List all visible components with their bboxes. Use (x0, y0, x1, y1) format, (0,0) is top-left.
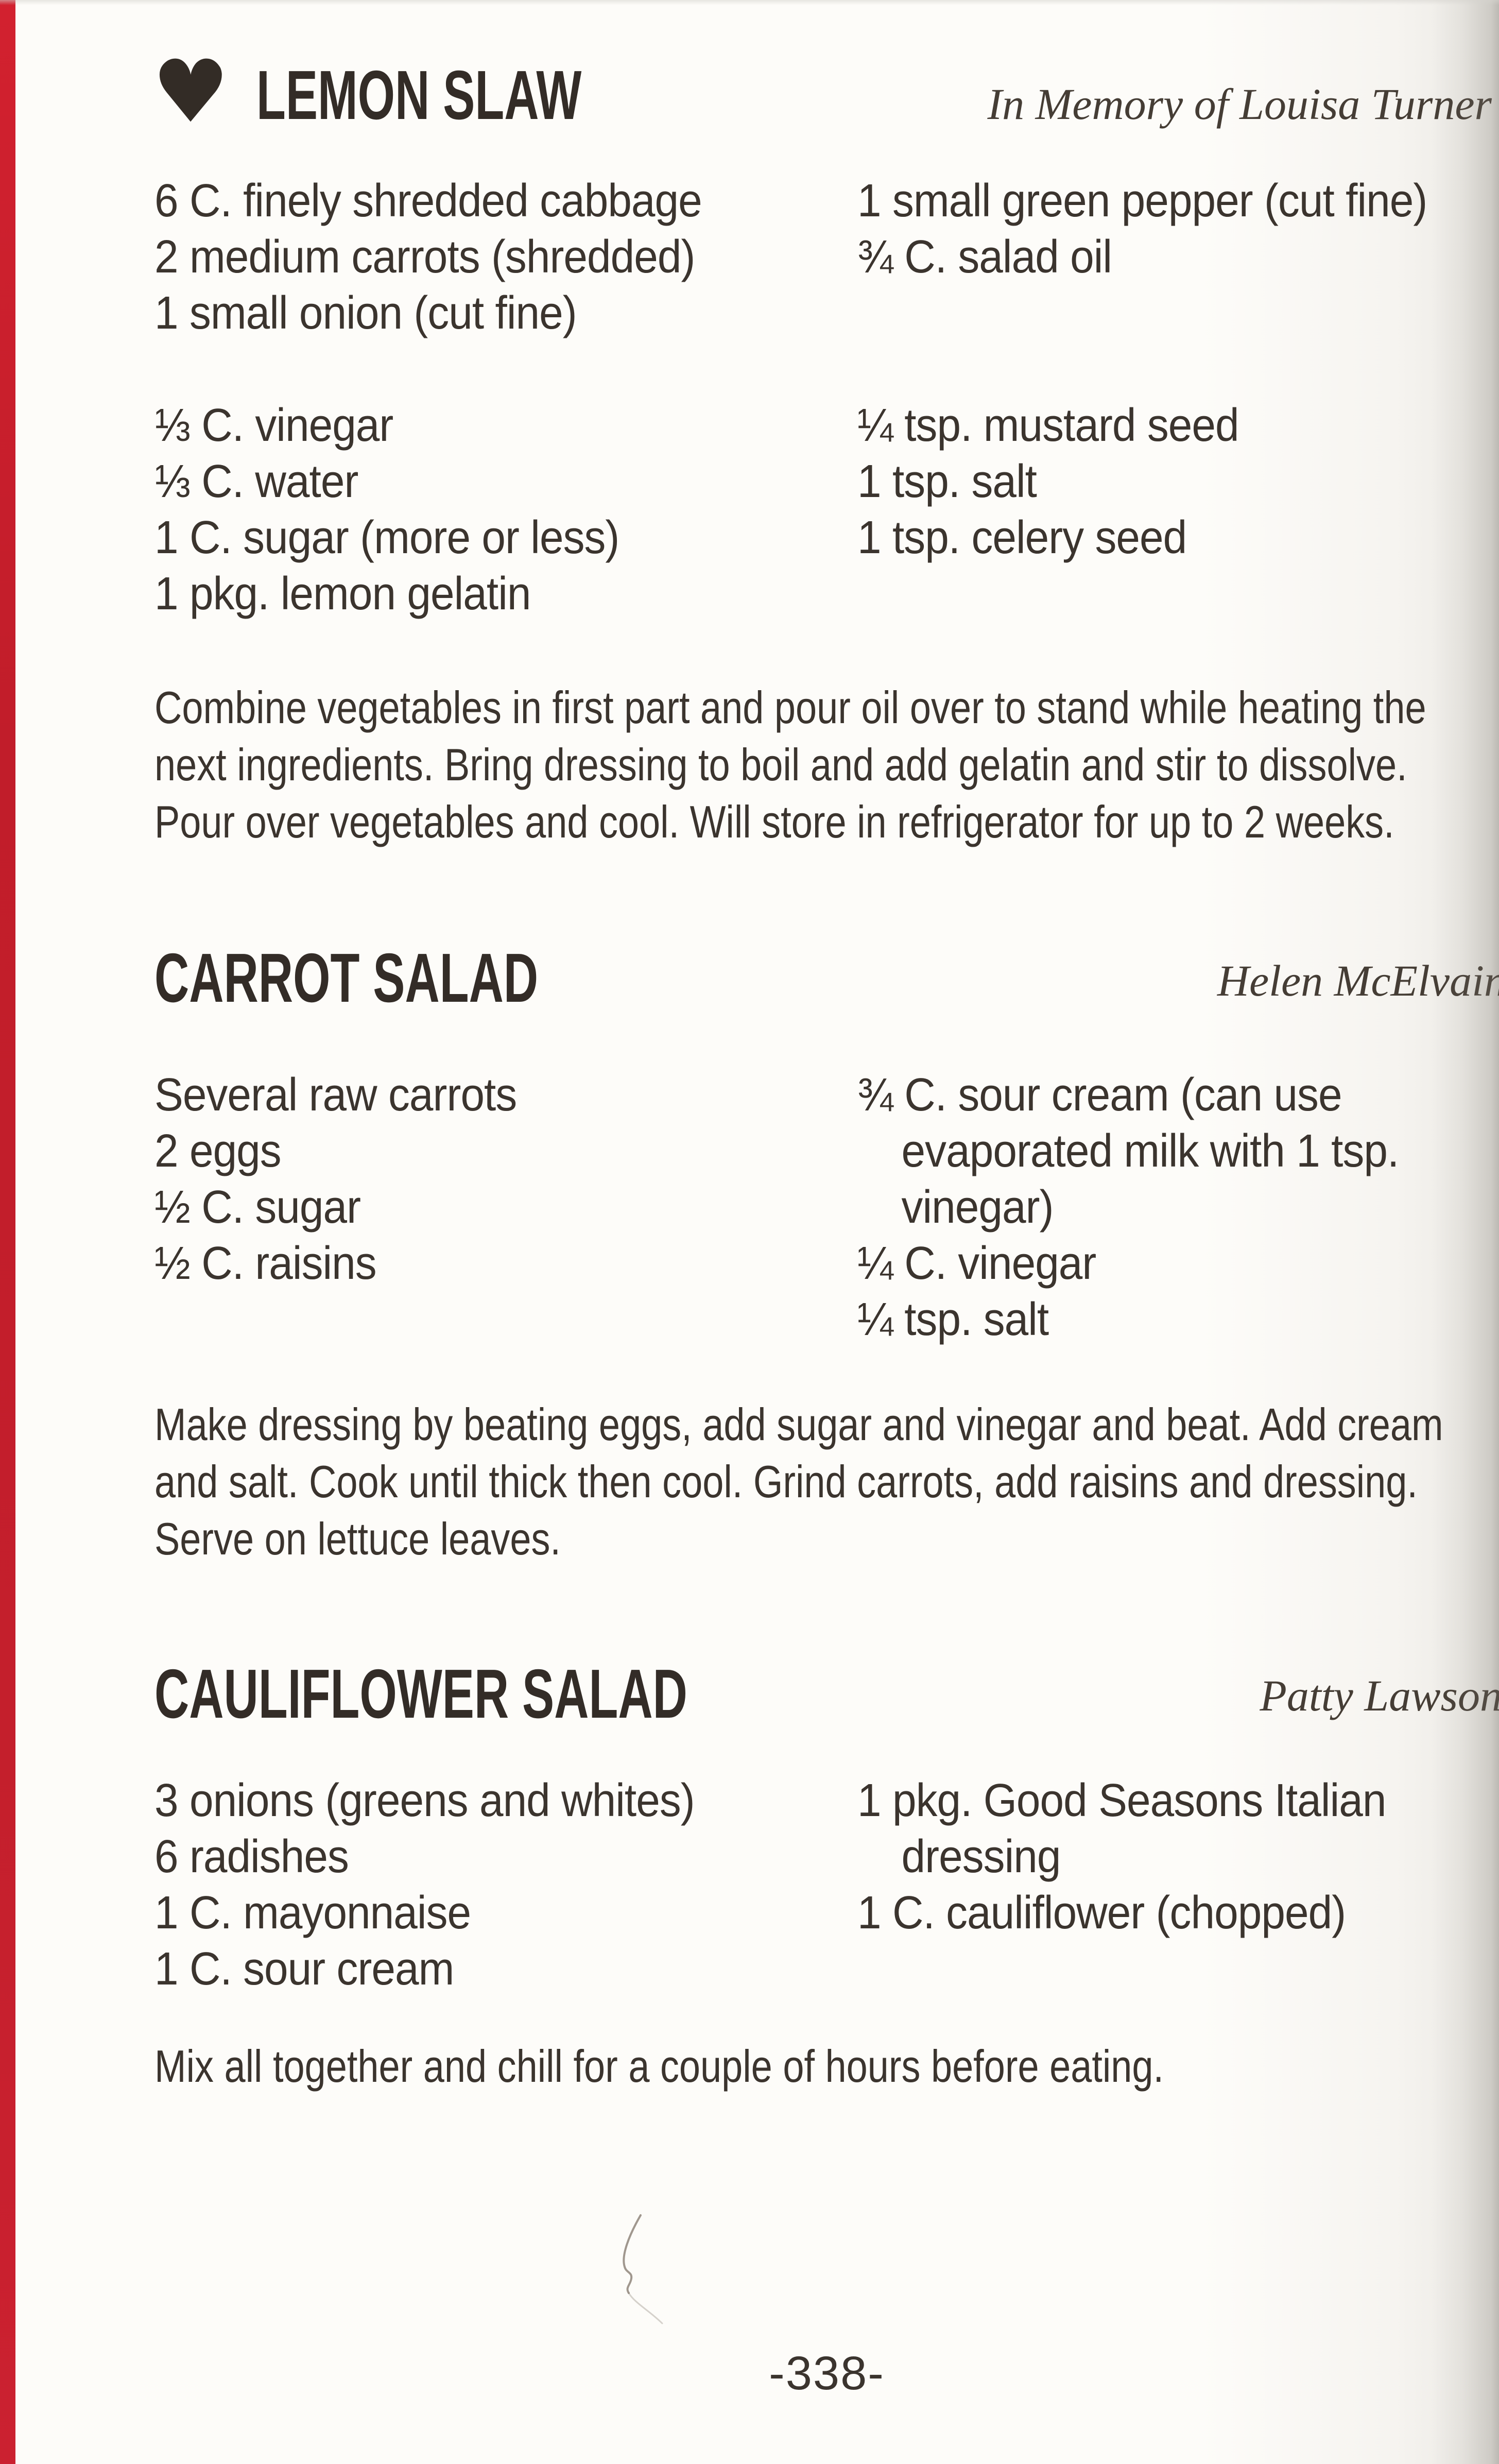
pen-squiggle-mark (623, 2214, 663, 2324)
instructions-cauliflower-salad: Mix all together and chill for a couple … (154, 2038, 1164, 2095)
ingredient-line: 6 C. finely shredded cabbage (154, 175, 702, 227)
ingredient-line: Several raw carrots (154, 1069, 517, 1121)
ingredient-line: 1 C. sour cream (154, 1943, 454, 1995)
ingredient-column-left: 3 onions (greens and whites) 6 radishes 1 … (154, 1773, 695, 1997)
red-edge-stripe (0, 0, 15, 2464)
instruction-line: Mix all together and chill for a couple … (154, 2041, 1164, 2092)
ingredient-column-right: ¼ tsp. mustard seed 1 tsp. salt 1 tsp. cel… (857, 398, 1239, 566)
instructions-lemon-slaw: Combine vegetables in first part and pou… (154, 679, 1426, 850)
page-edge-shadow (1432, 0, 1499, 2464)
instruction-line: Pour over vegetables and cool. Will stor… (154, 796, 1394, 847)
ingredient-line: ½ C. raisins (154, 1238, 377, 1289)
ingredient-column-left: Several raw carrots 2 eggs ½ C. sugar ½ C. … (154, 1067, 517, 1292)
recipe-header-cauliflower-salad: CAULIFLOWER SALAD (154, 1655, 927, 1733)
ingredient-line: evaporated milk with 1 tsp. (901, 1125, 1400, 1177)
ingredient-line: ⅓ C. vinegar (154, 400, 393, 451)
ingredient-line: ¼ tsp. salt (857, 1294, 1049, 1345)
ingredient-line: vinegar) (901, 1182, 1054, 1233)
ingredient-line: 1 tsp. celery seed (857, 512, 1187, 563)
ingredient-line: 6 radishes (154, 1831, 349, 1883)
ingredient-line: 1 pkg. Good Seasons Italian (857, 1775, 1386, 1826)
ingredient-column-right: ¾ C. sour cream (can use evaporated milk … (857, 1067, 1399, 1348)
instruction-line: Combine vegetables in first part and pou… (154, 682, 1426, 733)
ingredient-line: 1 tsp. salt (857, 456, 1037, 507)
heart-icon: ♥ (152, 41, 230, 142)
ingredient-column-right: 1 pkg. Good Seasons Italian dressing 1 C. … (857, 1773, 1386, 1941)
ingredient-column-right: 1 small green pepper (cut fine) ¾ C. sala… (857, 173, 1427, 285)
ingredient-line: 1 small onion (cut fine) (154, 287, 577, 339)
ingredient-line: 3 onions (greens and whites) (154, 1775, 695, 1826)
ingredient-line: ¾ C. salad oil (857, 231, 1112, 283)
ingredient-line: ¾ C. sour cream (can use (857, 1069, 1342, 1121)
ingredient-line: dressing (901, 1831, 1061, 1883)
ingredient-line: 1 C. sugar (more or less) (154, 512, 619, 563)
recipe-title-cauliflower-salad: CAULIFLOWER SALAD (154, 1654, 687, 1733)
instruction-line: and salt. Cook until thick then cool. Gr… (154, 1456, 1418, 1507)
page-top-shadow (0, 0, 1499, 5)
recipe-title-lemon-slaw: LEMON SLAW (256, 56, 581, 134)
ingredient-column-left: ⅓ C. vinegar ⅓ C. water 1 C. sugar (more o… (154, 398, 619, 622)
ingredient-line: ¼ tsp. mustard seed (857, 400, 1239, 451)
attribution-cauliflower-salad: Patty Lawson (1260, 1671, 1499, 1720)
ingredient-line: 2 eggs (154, 1125, 282, 1177)
instructions-carrot-salad: Make dressing by beating eggs, add sugar… (154, 1396, 1443, 1567)
ingredient-line: 1 C. mayonnaise (154, 1887, 471, 1939)
ingredient-line: ¼ C. vinegar (857, 1238, 1096, 1289)
ingredient-line: 2 medium carrots (shredded) (154, 231, 695, 283)
page-number: -338- (769, 2347, 885, 2400)
ingredient-line: 1 C. cauliflower (chopped) (857, 1887, 1346, 1939)
ingredient-line: 1 small green pepper (cut fine) (857, 175, 1427, 227)
instruction-line: Make dressing by beating eggs, add sugar… (154, 1399, 1443, 1450)
recipe-header-lemon-slaw: ♥ LEMON SLAW (152, 48, 728, 135)
ingredient-line: ⅓ C. water (154, 456, 358, 507)
ingredient-line: 1 pkg. lemon gelatin (154, 568, 531, 620)
instruction-line: next ingredients. Bring dressing to boil… (154, 739, 1407, 790)
recipe-title-carrot-salad: CARROT SALAD (154, 938, 539, 1017)
recipe-header-carrot-salad: CARROT SALAD (154, 939, 711, 1017)
attribution-carrot-salad: Helen McElvain (1217, 956, 1499, 1005)
instruction-line: Serve on lettuce leaves. (154, 1513, 561, 1564)
ingredient-column-left: 6 C. finely shredded cabbage 2 medium car… (154, 173, 702, 341)
ingredient-line: ½ C. sugar (154, 1182, 361, 1233)
attribution-lemon-slaw: In Memory of Louisa Turner (987, 79, 1492, 129)
